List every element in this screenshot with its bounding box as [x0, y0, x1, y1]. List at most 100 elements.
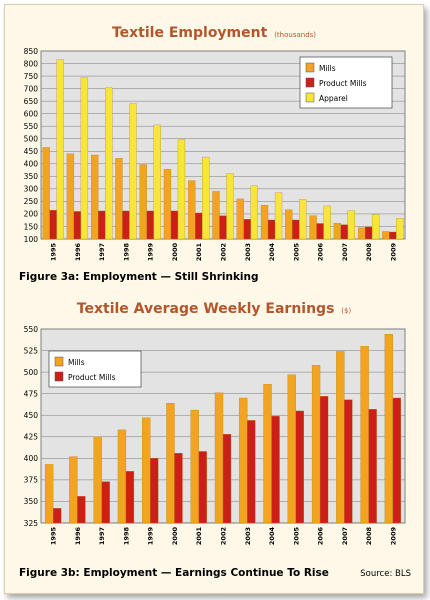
x-tick-label: 2002	[220, 243, 228, 261]
bar-product-mills	[295, 410, 304, 524]
x-tick-label: 2009	[389, 243, 397, 262]
x-tick-label: 2007	[341, 243, 349, 261]
legend-label: Product Mills	[68, 373, 116, 382]
x-tick-label: 2007	[341, 527, 349, 545]
chart1-caption: Figure 3a: Employment — Still Shrinking	[19, 271, 259, 283]
legend-swatch	[305, 62, 315, 73]
legend-swatch	[54, 371, 64, 382]
bar-product-mills	[174, 453, 183, 524]
y-tick-label: 550	[24, 325, 39, 334]
legend-box	[299, 56, 393, 109]
x-tick-label: 2003	[244, 527, 252, 545]
x-tick-label: 1995	[50, 243, 58, 262]
bar-apparel	[80, 77, 89, 240]
source-note: Source: BLS	[360, 569, 411, 579]
bar-mills	[69, 456, 78, 524]
bar-product-mills	[316, 223, 324, 240]
bar-mills	[42, 147, 50, 240]
bar-mills	[66, 153, 75, 240]
y-tick-label: 475	[24, 389, 39, 398]
x-tick-label: 1996	[74, 243, 82, 262]
bar-apparel	[371, 214, 380, 240]
bar-product-mills	[195, 212, 203, 240]
bar-apparel	[153, 124, 161, 240]
bar-mills	[311, 365, 321, 524]
x-tick-label: 1995	[50, 527, 58, 546]
y-tick-label: 350	[24, 172, 39, 181]
x-tick-label: 2006	[317, 527, 325, 546]
bar-product-mills	[150, 458, 159, 524]
bar-mills	[384, 334, 394, 524]
x-tick-label: 1996	[74, 527, 82, 546]
legend-label: Mills	[68, 358, 85, 367]
bar-product-mills	[243, 219, 251, 240]
bar-apparel	[299, 199, 307, 240]
x-tick-label: 1999	[147, 527, 155, 546]
bar-mills	[236, 198, 244, 240]
bar-apparel	[202, 156, 210, 240]
y-tick-label: 150	[24, 222, 39, 231]
x-tick-label: 2009	[389, 527, 397, 546]
bar-mills	[333, 223, 341, 240]
bar-apparel	[105, 87, 113, 240]
y-tick-label: 100	[24, 235, 39, 244]
y-tick-label: 500	[24, 368, 39, 377]
y-tick-label: 400	[24, 454, 39, 463]
y-tick-label: 800	[24, 59, 39, 68]
bar-mills	[214, 392, 224, 524]
earnings-chart: 325 350 375 400 425 450 475 500 525 550 1995 1996 19…	[24, 325, 406, 546]
y-tick-label: 500	[24, 135, 39, 144]
x-tick-label: 2005	[292, 527, 300, 546]
x-tick-label: 1999	[147, 243, 155, 262]
bar-mills	[190, 409, 199, 524]
bar-product-mills	[77, 496, 86, 524]
bar-mills	[382, 231, 390, 240]
x-tick-label: 1998	[122, 243, 130, 262]
bar-product-mills	[52, 508, 62, 524]
x-tick-label: 2000	[171, 243, 179, 262]
bar-product-mills	[271, 415, 280, 524]
bar-product-mills	[267, 219, 276, 240]
bar-product-mills	[368, 409, 377, 524]
bar-product-mills	[222, 434, 232, 524]
legend-swatch	[54, 356, 64, 367]
bar-mills	[142, 417, 151, 524]
bar-product-mills	[344, 399, 353, 524]
y-tick-label: 600	[24, 109, 39, 118]
chart2-caption: Figure 3b: Employment — Earnings Continu…	[19, 567, 329, 579]
legend-label: Mills	[319, 64, 336, 73]
bar-product-mills	[49, 210, 57, 240]
y-tick-label: 550	[24, 122, 39, 131]
bar-product-mills	[198, 451, 207, 524]
bar-apparel	[177, 139, 186, 240]
x-tick-label: 2001	[195, 527, 203, 546]
bar-product-mills	[125, 471, 135, 524]
x-tick-label: 2000	[171, 527, 179, 546]
y-tick-label: 750	[24, 72, 39, 81]
x-tick-label: 2004	[268, 243, 276, 262]
x-tick-label: 1997	[98, 527, 106, 545]
legend-label: Apparel	[319, 94, 348, 103]
bar-product-mills	[247, 420, 256, 524]
x-tick-label: 2005	[292, 243, 300, 262]
employment-chart: 100 150 200 250 300 350 400 450 500 550 600 650 700 7…	[24, 47, 406, 262]
x-tick-label: 2002	[220, 527, 228, 545]
y-tick-label: 450	[24, 411, 39, 420]
bar-mills	[163, 169, 172, 240]
bar-apparel	[250, 185, 258, 240]
bar-mills	[360, 346, 369, 524]
bar-apparel	[323, 205, 331, 240]
bar-mills	[115, 158, 123, 240]
bar-mills	[285, 209, 293, 240]
y-tick-label: 425	[24, 433, 39, 442]
bar-mills	[239, 397, 248, 524]
chart1-title: Textile Employment	[111, 25, 268, 41]
bar-mills	[188, 180, 196, 240]
bar-product-mills	[219, 215, 227, 240]
bar-product-mills	[364, 226, 373, 240]
y-tick-label: 400	[24, 160, 39, 169]
y-tick-label: 375	[24, 476, 39, 485]
y-tick-label: 525	[24, 346, 39, 355]
bar-mills	[263, 384, 272, 524]
bar-product-mills	[146, 210, 154, 240]
